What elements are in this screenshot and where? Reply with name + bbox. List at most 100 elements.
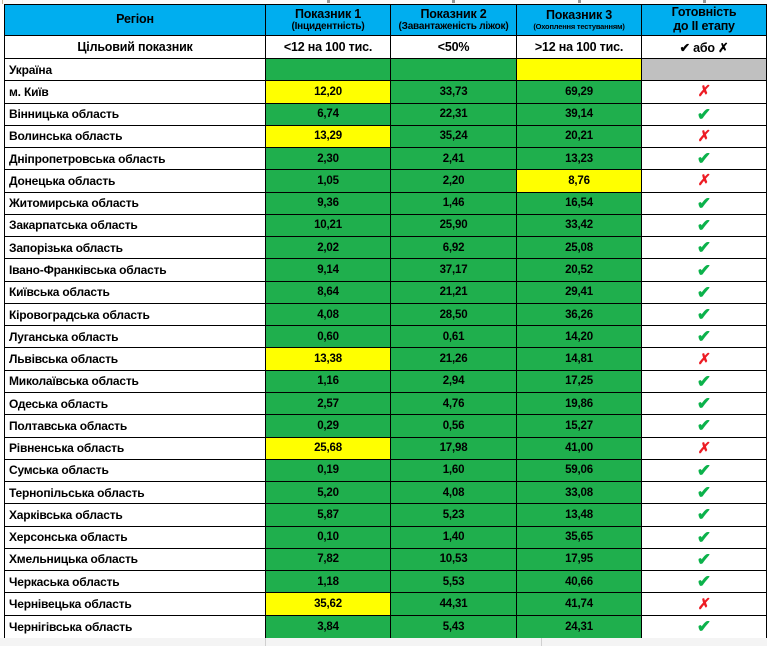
indicator-1-cell[interactable]: 6,74 <box>266 103 391 126</box>
indicator-2-cell[interactable]: 1,40 <box>391 526 517 549</box>
indicator-2-cell[interactable]: 22,31 <box>391 103 517 126</box>
readiness-status-cell[interactable]: ✔ <box>642 504 767 527</box>
indicator-1-cell[interactable]: 10,21 <box>266 214 391 238</box>
indicator-2-cell[interactable]: 5,53 <box>391 571 517 594</box>
region-name-cell[interactable]: Житомирська область <box>5 192 266 215</box>
readiness-status-cell[interactable]: ✗ <box>642 81 767 104</box>
region-name-cell[interactable]: Львівська область <box>5 348 266 371</box>
indicator-3-cell[interactable]: 33,08 <box>517 482 642 505</box>
indicator-1-cell[interactable]: 25,68 <box>266 437 391 460</box>
indicator-3-cell[interactable]: 36,26 <box>517 303 642 327</box>
indicator-1-cell[interactable]: 4,08 <box>266 303 391 327</box>
indicator-1-cell[interactable]: 1,18 <box>266 571 391 594</box>
indicator-2-cell[interactable]: 35,24 <box>391 125 517 149</box>
indicator-3-cell[interactable]: 14,81 <box>517 348 642 371</box>
header-cell-indicator-1[interactable]: Показник 1 (Інцидентність) <box>266 5 391 36</box>
indicator-3-cell[interactable]: 24,31 <box>517 615 642 638</box>
region-name-cell[interactable]: Чернігівська область <box>5 615 266 638</box>
indicator-3-cell[interactable]: 25,08 <box>517 237 642 260</box>
readiness-status-cell[interactable]: ✔ <box>642 548 767 572</box>
indicator-2-cell[interactable]: 1,46 <box>391 192 517 215</box>
indicator-2-cell[interactable]: 5,23 <box>391 504 517 527</box>
header-cell-region[interactable]: Регіон <box>5 5 266 36</box>
indicator-1-cell[interactable]: 0,10 <box>266 526 391 549</box>
indicator-3-cell[interactable]: 17,95 <box>517 548 642 572</box>
region-name-cell[interactable]: Київська область <box>5 281 266 304</box>
readiness-status-cell[interactable]: ✔ <box>642 615 767 638</box>
header-cell-indicator-2[interactable]: Показник 2 (Завантаженість ліжок) <box>391 5 517 36</box>
readiness-status-cell[interactable]: ✔ <box>642 214 767 238</box>
region-name-cell[interactable]: Хмельницька область <box>5 548 266 572</box>
indicator-3-cell[interactable]: 29,41 <box>517 281 642 304</box>
readiness-status-cell[interactable]: ✗ <box>642 348 767 371</box>
region-name-cell[interactable]: Миколаївська область <box>5 370 266 393</box>
indicator-1-cell[interactable]: 2,30 <box>266 148 391 171</box>
region-name-cell[interactable]: Кіровоградська область <box>5 303 266 327</box>
indicator-3-cell[interactable]: 35,65 <box>517 526 642 549</box>
header-cell-indicator-3[interactable]: Показник 3 (Охоплення тестуванням) <box>517 5 642 36</box>
indicator-1-cell[interactable]: 0,19 <box>266 459 391 483</box>
indicator-2-cell[interactable]: 6,92 <box>391 237 517 260</box>
region-name-cell[interactable]: Луганська область <box>5 326 266 349</box>
readiness-status-cell[interactable]: ✔ <box>642 482 767 505</box>
indicator-2-cell[interactable]: 10,53 <box>391 548 517 572</box>
indicator-2-cell[interactable]: 5,43 <box>391 615 517 638</box>
indicator-3-cell[interactable]: 13,48 <box>517 504 642 527</box>
indicator-1-cell[interactable]: 2,02 <box>266 237 391 260</box>
indicator-1-cell[interactable]: 2,57 <box>266 392 391 416</box>
indicator-1-cell[interactable]: 3,84 <box>266 615 391 638</box>
indicator-3-cell[interactable]: 8,76 <box>517 170 642 193</box>
indicator-1-cell[interactable]: 0,60 <box>266 326 391 349</box>
indicator-3-cell[interactable]: 17,25 <box>517 370 642 393</box>
indicator-3-cell[interactable] <box>517 59 642 82</box>
indicator-2-cell[interactable]: 4,76 <box>391 392 517 416</box>
indicator-2-cell[interactable]: 33,73 <box>391 81 517 104</box>
target-value-3-cell[interactable]: >12 на 100 тис. <box>517 36 642 59</box>
indicator-2-cell[interactable]: 21,21 <box>391 281 517 304</box>
indicator-1-cell[interactable]: 7,82 <box>266 548 391 572</box>
indicator-2-cell[interactable]: 2,94 <box>391 370 517 393</box>
indicator-1-cell[interactable]: 12,20 <box>266 81 391 104</box>
target-label-cell[interactable]: Цільовий показник <box>5 36 266 59</box>
readiness-status-cell[interactable]: ✗ <box>642 593 767 616</box>
readiness-status-cell[interactable] <box>642 59 767 82</box>
indicator-1-cell[interactable]: 5,20 <box>266 482 391 505</box>
indicator-1-cell[interactable]: 8,64 <box>266 281 391 304</box>
header-cell-readiness[interactable]: Готовність до II етапу <box>642 5 767 36</box>
readiness-status-cell[interactable]: ✗ <box>642 125 767 149</box>
readiness-status-cell[interactable]: ✔ <box>642 259 767 282</box>
region-name-cell[interactable]: Херсонська область <box>5 526 266 549</box>
indicator-1-cell[interactable]: 0,29 <box>266 415 391 438</box>
indicator-1-cell[interactable]: 13,29 <box>266 125 391 149</box>
indicator-3-cell[interactable]: 33,42 <box>517 214 642 238</box>
readiness-status-cell[interactable]: ✔ <box>642 526 767 549</box>
indicator-3-cell[interactable]: 20,52 <box>517 259 642 282</box>
indicator-1-cell[interactable]: 9,36 <box>266 192 391 215</box>
readiness-status-cell[interactable]: ✔ <box>642 237 767 260</box>
region-name-cell[interactable]: м. Київ <box>5 81 266 104</box>
indicator-3-cell[interactable]: 13,23 <box>517 148 642 171</box>
indicator-2-cell[interactable]: 0,56 <box>391 415 517 438</box>
region-name-cell[interactable]: Волинська область <box>5 125 266 149</box>
region-name-cell[interactable]: Харківська область <box>5 504 266 527</box>
region-name-cell[interactable]: Закарпатська область <box>5 214 266 238</box>
region-name-cell[interactable]: Дніпропетровська область <box>5 148 266 171</box>
readiness-status-cell[interactable]: ✔ <box>642 103 767 126</box>
indicator-2-cell[interactable]: 4,08 <box>391 482 517 505</box>
readiness-status-cell[interactable]: ✔ <box>642 392 767 416</box>
indicator-3-cell[interactable]: 59,06 <box>517 459 642 483</box>
region-name-cell[interactable]: Україна <box>5 59 266 82</box>
target-value-2-cell[interactable]: <50% <box>391 36 517 59</box>
region-name-cell[interactable]: Вінницька область <box>5 103 266 126</box>
readiness-status-cell[interactable]: ✔ <box>642 571 767 594</box>
readiness-status-cell[interactable]: ✔ <box>642 192 767 215</box>
readiness-status-cell[interactable]: ✔ <box>642 459 767 483</box>
indicator-2-cell[interactable]: 44,31 <box>391 593 517 616</box>
region-name-cell[interactable]: Сумська область <box>5 459 266 483</box>
readiness-status-cell[interactable]: ✔ <box>642 370 767 393</box>
readiness-status-cell[interactable]: ✔ <box>642 326 767 349</box>
indicator-3-cell[interactable]: 19,86 <box>517 392 642 416</box>
indicator-3-cell[interactable]: 41,00 <box>517 437 642 460</box>
indicator-2-cell[interactable]: 1,60 <box>391 459 517 483</box>
region-name-cell[interactable]: Запорізька область <box>5 237 266 260</box>
